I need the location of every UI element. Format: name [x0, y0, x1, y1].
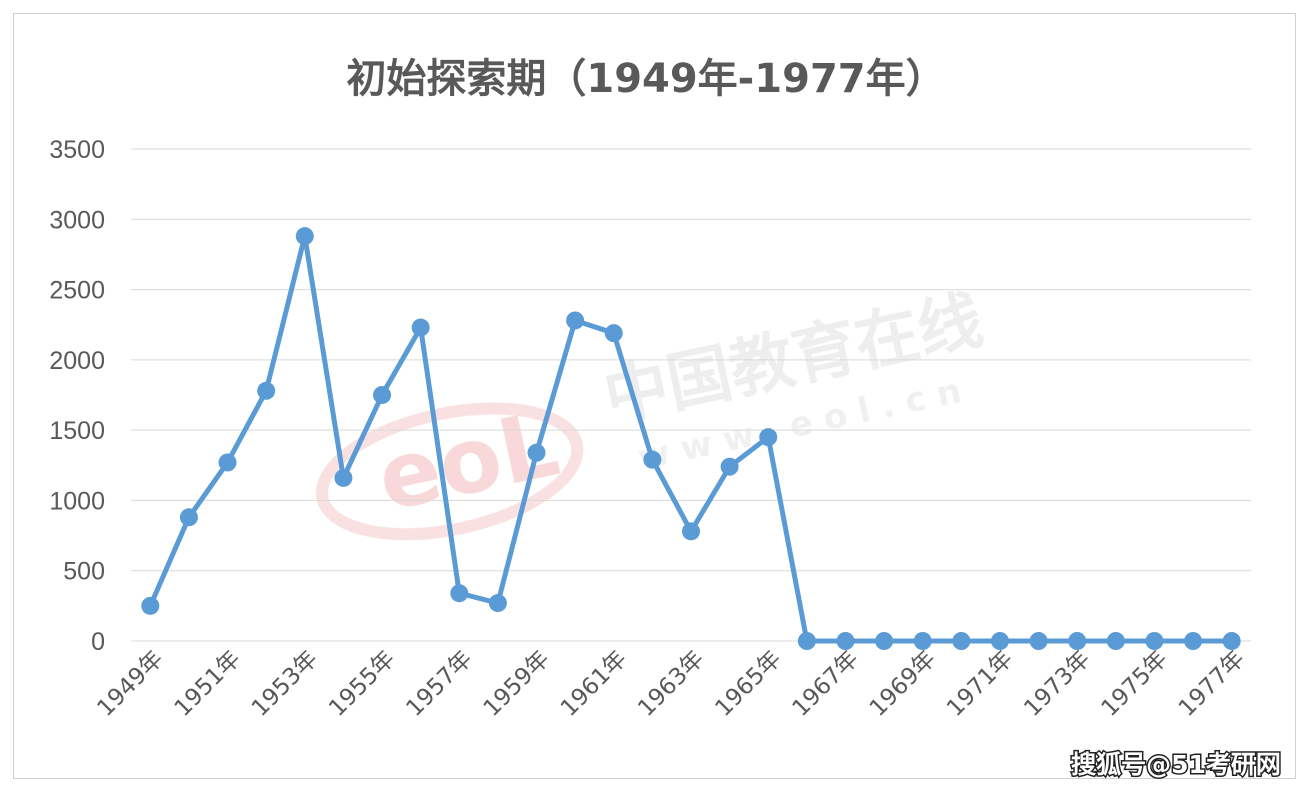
x-tick-label: 1969年: [865, 646, 941, 722]
data-point: [257, 381, 276, 400]
data-point: [990, 632, 1009, 650]
data-point: [334, 468, 353, 487]
data-point: [1106, 632, 1125, 650]
data-point: [643, 450, 662, 469]
x-tick-label: 1961年: [556, 646, 632, 722]
data-point: [488, 594, 507, 613]
data-point: [1222, 632, 1241, 650]
data-point: [952, 632, 971, 650]
x-tick-label: 1959年: [479, 646, 555, 722]
data-point: [875, 632, 894, 650]
data-point: [682, 522, 700, 541]
x-tick-label: 1957年: [401, 646, 477, 722]
x-tick-label: 1971年: [942, 646, 1018, 722]
x-tick-label: 1973年: [1019, 646, 1095, 722]
x-tick-label: 1953年: [247, 646, 323, 722]
x-tick-label: 1951年: [170, 646, 246, 722]
data-point: [604, 324, 623, 343]
y-tick-label: 0: [91, 628, 105, 656]
series-points: [141, 227, 1241, 650]
credit-watermark: 搜狐号@51考研网: [1071, 750, 1281, 779]
x-axis-ticks: 1949年 1951年 1953年 1955年 1957年 1959年 1961年 1963年…: [93, 646, 1250, 722]
data-point: [179, 508, 198, 527]
x-tick-label: 1955年: [324, 646, 400, 722]
chart-title: 初始探索期（1949年-1977年）: [346, 56, 945, 102]
x-tick-label: 1963年: [633, 646, 709, 722]
data-point: [218, 453, 237, 472]
x-tick-label: 1965年: [710, 646, 786, 722]
data-point: [1184, 632, 1203, 650]
data-point: [295, 227, 314, 246]
data-point: [1145, 632, 1164, 650]
data-point: [411, 318, 430, 337]
data-point: [720, 457, 739, 476]
data-point: [759, 428, 778, 447]
x-tick-label: 1967年: [788, 646, 864, 722]
chart-frame: [13, 13, 1296, 779]
x-tick-label: 1977年: [1174, 646, 1250, 722]
watermark-logo: eoL: [369, 392, 567, 532]
x-tick-label: 1975年: [1097, 646, 1173, 722]
data-point: [797, 632, 816, 650]
y-tick-label: 3000: [49, 206, 105, 234]
watermark-logo-swoosh: [315, 402, 584, 541]
data-point: [1029, 632, 1048, 650]
gridlines: [131, 148, 1251, 642]
x-tick-label: 1949年: [93, 646, 169, 722]
data-point: [1068, 632, 1087, 650]
data-point: [527, 443, 546, 462]
y-tick-label: 1500: [49, 417, 105, 445]
y-axis-ticks: 0 500 1000 1500 2000 2500 3000 3500: [49, 136, 105, 656]
data-point: [566, 311, 585, 330]
data-point: [913, 632, 932, 650]
data-point: [373, 386, 392, 404]
y-tick-label: 500: [63, 558, 105, 586]
data-point: [836, 632, 855, 650]
y-tick-label: 3500: [49, 136, 105, 164]
data-point: [141, 596, 160, 615]
y-tick-label: 2500: [49, 277, 105, 305]
data-point: [450, 584, 469, 603]
y-tick-label: 2000: [49, 347, 105, 375]
y-tick-label: 1000: [49, 487, 105, 515]
